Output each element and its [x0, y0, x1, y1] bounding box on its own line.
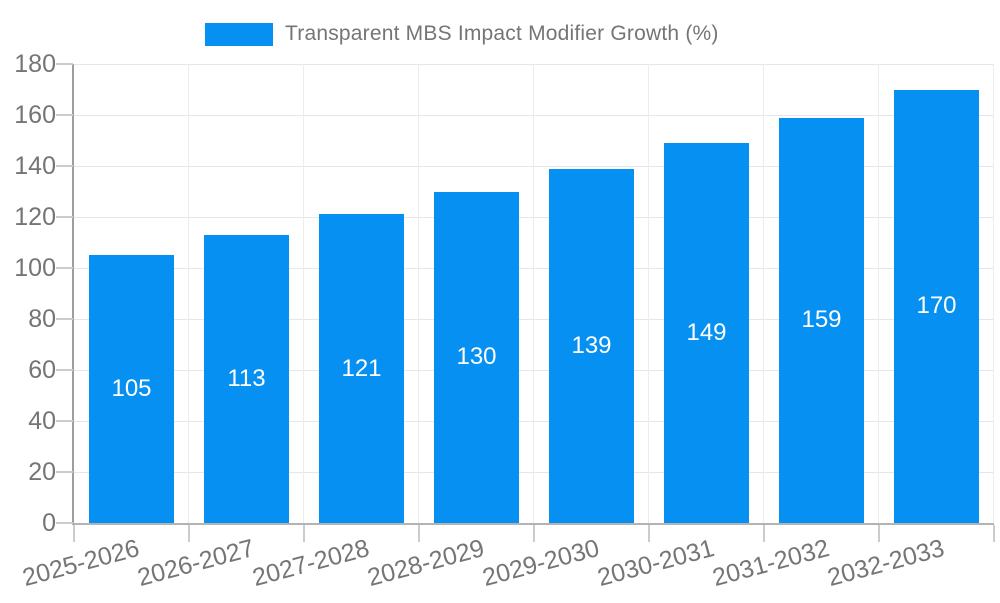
y-axis-tick-label: 180: [14, 50, 56, 78]
bar-value-label: 159: [801, 306, 842, 334]
legend-label: Transparent MBS Impact Modifier Growth (…: [285, 22, 719, 45]
y-axis-tick: [56, 63, 73, 65]
y-axis-tick-label: 0: [42, 509, 56, 537]
y-axis-tick: [56, 369, 73, 371]
gridline-vertical: [763, 64, 764, 523]
gridline-vertical: [303, 64, 304, 523]
y-axis-tick: [56, 165, 73, 167]
x-axis-tick: [993, 525, 995, 542]
bar[interactable]: 113: [204, 234, 289, 523]
bar-value-label: 130: [456, 343, 497, 371]
y-axis-tick-label: 140: [14, 152, 56, 180]
gridline-horizontal: [74, 471, 994, 473]
bar-value-label: 170: [916, 292, 957, 320]
bar[interactable]: 105: [89, 255, 174, 523]
y-axis-tick-label: 120: [14, 203, 56, 231]
y-axis-tick: [56, 318, 73, 320]
x-axis-tick: [418, 525, 420, 542]
bar[interactable]: 159: [779, 117, 864, 523]
bar-value-label: 149: [686, 319, 727, 347]
gridline-vertical: [648, 64, 649, 523]
bar[interactable]: 121: [319, 214, 404, 523]
x-axis-tick: [533, 525, 535, 542]
bar[interactable]: 139: [549, 168, 634, 523]
x-axis-tick: [763, 525, 765, 542]
y-axis-tick: [56, 216, 73, 218]
y-axis-tick-label: 100: [14, 254, 56, 282]
y-axis-tick: [56, 471, 73, 473]
y-axis-tick-label: 40: [28, 407, 56, 435]
bar[interactable]: 130: [434, 191, 519, 523]
gridline-vertical: [188, 64, 189, 523]
bar[interactable]: 170: [894, 89, 979, 523]
y-axis-tick-label: 20: [28, 458, 56, 486]
plot-area: 105 113 121 130 139 149 159 170: [72, 63, 994, 525]
y-axis-tick: [56, 522, 73, 524]
y-axis-tick: [56, 267, 73, 269]
gridline-horizontal: [74, 114, 994, 116]
x-axis-tick: [648, 525, 650, 542]
legend[interactable]: Transparent MBS Impact Modifier Growth (…: [205, 22, 719, 46]
y-axis-tick-label: 60: [28, 356, 56, 384]
bar-value-label: 105: [111, 375, 152, 403]
bar-value-label: 113: [227, 364, 266, 392]
y-axis-tick: [56, 114, 73, 116]
gridline-horizontal: [74, 420, 994, 422]
y-axis-tick-label: 160: [14, 101, 56, 129]
y-axis-tick-label: 80: [28, 305, 56, 333]
gridline-horizontal: [74, 216, 994, 218]
x-axis-tick: [188, 525, 190, 542]
x-axis-tick: [73, 525, 75, 542]
gridline-vertical: [993, 64, 994, 523]
gridline-horizontal: [74, 63, 994, 65]
gridline-vertical: [418, 64, 419, 523]
bar-value-label: 121: [341, 354, 382, 382]
y-axis-tick: [56, 420, 73, 422]
gridline-horizontal: [74, 165, 994, 167]
bar-value-label: 139: [571, 331, 612, 359]
x-axis-tick: [878, 525, 880, 542]
bar[interactable]: 149: [664, 143, 749, 523]
gridline-vertical: [533, 64, 534, 523]
legend-swatch: [205, 22, 273, 46]
gridline-horizontal: [74, 267, 994, 269]
x-axis-tick: [303, 525, 305, 542]
gridline-horizontal: [74, 318, 994, 320]
gridline-vertical: [878, 64, 879, 523]
gridline-horizontal: [74, 369, 994, 371]
